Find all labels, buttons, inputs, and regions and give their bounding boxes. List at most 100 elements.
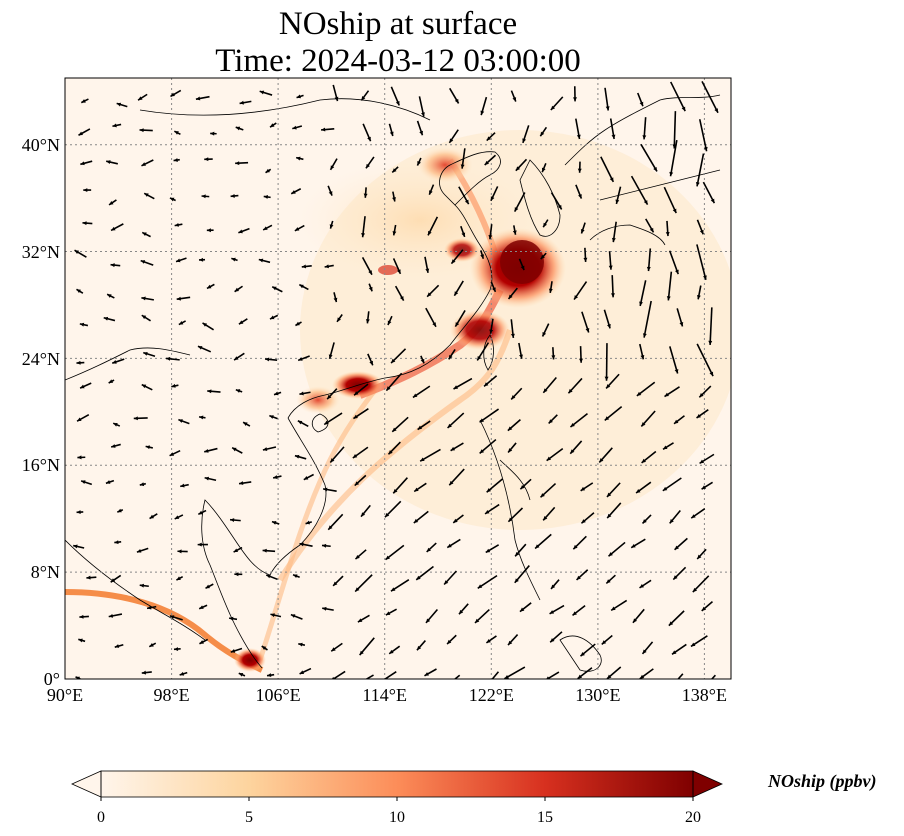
wind-arrow-head <box>548 288 553 293</box>
wind-arrow-head <box>576 134 581 139</box>
wind-arrow-head <box>232 447 237 452</box>
map-frame <box>64 77 732 680</box>
wind-arrow-shaft <box>669 139 678 177</box>
wind-arrow-head <box>179 671 185 676</box>
wind-arrow-shaft <box>639 280 647 307</box>
colorbar-tick-label: 15 <box>537 809 553 826</box>
wind-arrow-head <box>649 227 654 233</box>
wind-arrow-head <box>447 543 452 548</box>
wind-arrow-shaft <box>600 156 615 183</box>
wind-arrow-head <box>484 382 489 387</box>
wind-arrow-head <box>234 572 239 577</box>
wind-arrow-head <box>604 376 609 381</box>
wind-arrow-head <box>508 517 513 522</box>
wind-arrow-shaft <box>710 674 716 679</box>
wind-arrow-head <box>427 292 432 297</box>
wind-arrow-head <box>369 360 373 366</box>
wind-arrow-head <box>669 171 674 177</box>
wind-arrow-head <box>416 575 421 580</box>
wind-arrow-head <box>141 162 146 166</box>
map-title: NOship at surface <box>278 6 518 42</box>
wind-arrow-head <box>363 193 368 198</box>
wind-arrow-head <box>392 231 397 236</box>
wind-arrow-head <box>108 379 114 384</box>
wind-arrow-head <box>450 446 456 451</box>
wind-arrow-head <box>546 676 550 679</box>
wind-arrow-head <box>606 579 611 584</box>
wind-arrow-shaft <box>383 671 397 679</box>
wind-arrow-head <box>451 259 456 264</box>
wind-arrow-head <box>449 138 454 143</box>
wind-arrow-head <box>703 275 707 280</box>
wind-arrow-head <box>576 575 581 580</box>
wind-arrow-head <box>699 229 704 235</box>
wind-arrow-head <box>674 419 679 424</box>
wind-arrow-shaft <box>491 671 500 679</box>
wind-arrow-head <box>139 583 144 588</box>
wind-arrow-head <box>204 476 210 481</box>
wind-arrow-head <box>75 676 81 679</box>
wind-arrow-head <box>486 136 491 141</box>
wind-arrow-head <box>103 316 109 321</box>
wind-arrow-head <box>144 193 149 197</box>
wind-arrow-head <box>359 650 364 656</box>
wind-arrow-head <box>519 607 525 612</box>
wind-arrow-head <box>412 393 418 398</box>
wind-arrow-head <box>274 391 279 396</box>
wind-arrow-head <box>80 384 85 389</box>
wind-arrow-head <box>585 328 590 333</box>
wind-arrow-shaft <box>677 673 684 679</box>
wind-arrow-head <box>460 164 465 169</box>
wind-arrow-head <box>83 188 88 193</box>
colorbar-max-extend <box>692 770 723 798</box>
wind-arrow-head <box>76 360 81 365</box>
wind-arrow-head <box>695 182 700 187</box>
wind-arrow-head <box>636 489 641 494</box>
wind-arrow-head <box>508 448 513 453</box>
wind-arrow-head <box>668 686 672 690</box>
wind-arrow-head <box>149 643 154 647</box>
wind-arrow-head <box>231 257 236 262</box>
wind-arrow-shaft <box>670 81 686 112</box>
wind-arrow-head <box>108 613 114 618</box>
wind-arrow-head <box>535 544 540 549</box>
wind-arrow-head <box>391 358 396 364</box>
y-tick-label: 8°N <box>31 562 60 582</box>
wind-arrow-head <box>520 484 525 490</box>
wind-arrow-head <box>425 618 431 623</box>
colorbar-tick-label: 0 <box>97 809 105 826</box>
wind-arrow-head <box>105 480 111 484</box>
wind-arrow-head <box>78 131 83 136</box>
wind-arrow-head <box>570 449 575 454</box>
wind-arrow-head <box>263 226 268 230</box>
wind-arrow-head <box>579 358 583 363</box>
wind-arrow-head <box>574 295 579 300</box>
wind-arrow-head <box>141 384 147 389</box>
wind-arrow-head <box>642 333 647 338</box>
wind-arrow-head <box>606 492 612 497</box>
wind-arrow-head <box>207 389 212 394</box>
wind-arrow-head <box>198 510 203 515</box>
wind-arrow-head <box>177 549 182 554</box>
wind-arrow-head <box>197 542 202 547</box>
wind-arrow-head <box>573 544 578 550</box>
wind-arrow-head <box>488 234 493 240</box>
wind-arrow-head <box>577 674 583 679</box>
shipping-lane-coast <box>358 288 504 399</box>
hotspot-singapore <box>234 648 266 672</box>
wind-arrow-head <box>234 356 239 361</box>
wind-arrow-head <box>337 317 341 322</box>
wind-arrow-head <box>681 106 686 112</box>
y-tick-label: 32°N <box>22 242 60 262</box>
wind-arrow-head <box>206 284 212 289</box>
wind-arrow-head <box>703 146 708 152</box>
wind-arrow-head <box>607 674 612 679</box>
wind-arrow-shaft <box>663 186 677 214</box>
wind-arrow-head <box>296 94 302 99</box>
wind-arrow-head <box>540 131 545 137</box>
wind-arrow-head <box>664 392 669 397</box>
wind-arrow-head <box>176 258 181 263</box>
wind-arrow-head <box>606 384 611 389</box>
wind-arrow-head <box>696 294 701 300</box>
wind-arrow-head <box>353 414 358 419</box>
